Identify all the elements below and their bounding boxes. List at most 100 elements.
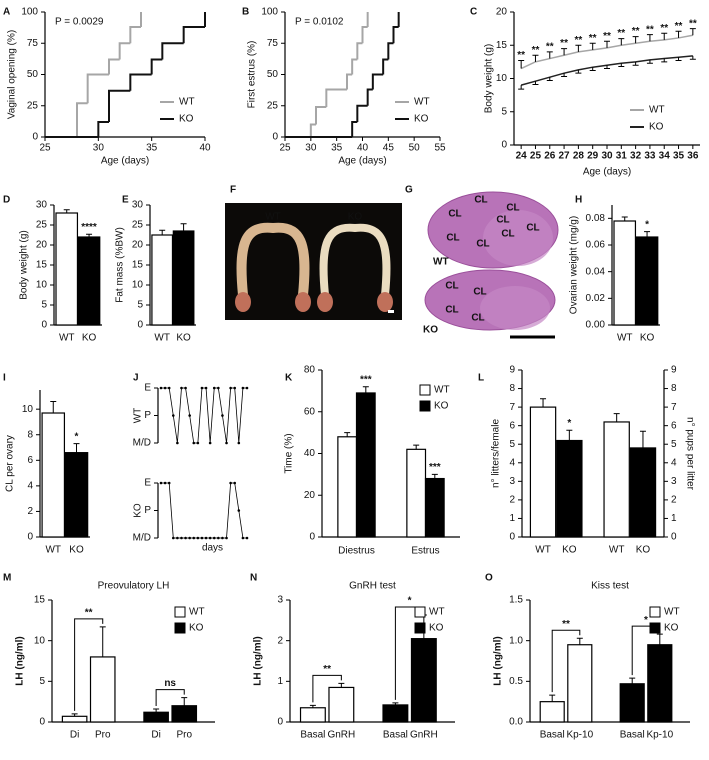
cycle-point [229,481,232,485]
legend-label: KO [649,122,664,133]
error-bar [618,63,625,68]
photo-label: WT [265,212,281,223]
bar [603,421,630,538]
y-tick-label: 0.06 [586,240,606,251]
error-bar [646,59,653,64]
x-tick-label: WT [154,333,170,344]
cycle-point [212,386,216,390]
section-label: WT [433,257,449,268]
photo-background [225,203,402,320]
error-bar [344,432,351,437]
legend-label: KO [429,623,444,634]
step-line [371,73,384,90]
y-tick-label: 5 [137,300,143,311]
error-bar [675,57,682,62]
cycle-point [208,441,212,445]
error-bar [63,209,70,213]
cycle-point [159,386,163,390]
y-tick-label: 20 [304,490,316,501]
y-tick-label: 2 [277,635,283,646]
x-tick-label: KO [562,545,577,556]
y-tick-label: 20 [132,240,144,251]
error-bar [621,216,628,221]
bar [77,236,101,326]
y-tick-label: 0 [509,532,515,543]
cycle-point [163,481,167,485]
y-tick-label: 1.0 [509,635,523,646]
y-tick-label: P [144,505,151,516]
error-bar [99,626,106,657]
panel-label: M [3,573,11,584]
x-tick-label: 29 [587,151,599,162]
x-tick-label: 28 [573,151,585,162]
significance: ** [617,28,625,39]
x-tick-label: GnRH [410,730,438,741]
error-bar [639,430,646,448]
step-line [351,58,358,75]
legend-label: KO [664,623,679,634]
x-tick-label: Basal [540,730,565,741]
y-tick-label: 20 [36,240,48,251]
error-bar [549,694,556,702]
bar [41,412,66,538]
x-tick-label: 45 [383,143,395,154]
step-line [129,73,152,91]
y-tick-label: 0.04 [586,266,606,277]
error-bar [180,223,187,231]
section-label: KO [423,325,438,336]
error-bar [181,697,188,706]
x-tick-label: 35 [331,143,343,154]
bar [635,236,659,326]
step-line [150,58,163,75]
error-bar [540,398,547,408]
cycle-point [233,386,237,390]
bar [64,452,89,538]
x-tick-label: 27 [559,151,571,162]
x-tick-label: 25 [530,151,542,162]
y-tick-label: 4 [27,481,33,492]
x-tick-label: Di [70,730,79,741]
panel-label: F [230,185,236,196]
cycle-point [217,386,220,390]
legend-label: WT [664,607,680,618]
step-line [356,42,363,60]
step-line [161,42,184,60]
y-tick-label: E [144,383,151,394]
cycle-point [245,386,249,390]
significance: *** [429,462,441,473]
y-tick-label: 2 [27,506,33,517]
x-tick-label: Basal [300,730,325,741]
y-tick-label: 0 [272,132,278,143]
bar [424,477,445,538]
y-tick-label: 0.00 [586,320,606,331]
cl-label: CL [445,281,458,292]
x-tick-label: WT [59,333,75,344]
y-tick-label: 25 [36,220,48,231]
cycle-point [188,414,191,417]
legend-label: KO [189,623,204,634]
bracket-label: ** [85,607,93,618]
y-tick-label: 6 [671,420,677,431]
chart-title: GnRH test [349,581,396,592]
cycle-point [171,414,175,417]
step-line [382,58,389,75]
x-tick-label: Estrus [411,546,439,557]
cycle-point [217,536,220,540]
cycle-point [200,386,204,390]
y-axis-label: LH (ng/ml) [253,636,264,685]
error-bar [675,30,682,38]
y-tick-label: M/D [133,533,151,544]
bar [539,701,565,723]
y-tick-label: 0 [32,132,38,143]
y-axis-label: Body weight (g) [484,44,495,113]
panel-label: N [250,573,257,584]
x-tick-label: Pro [176,730,192,741]
error-bar [575,44,582,52]
error-bar [632,61,639,66]
panel-label: J [133,373,139,384]
y-tick-label: 75 [27,38,39,49]
bar [613,220,637,326]
error-bar [576,637,583,645]
error-bar [629,677,636,684]
cycle-point [167,481,171,485]
